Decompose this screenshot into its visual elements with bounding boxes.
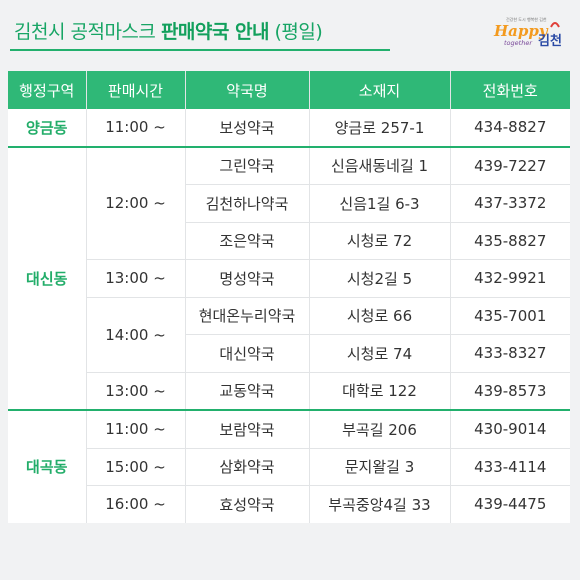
time-cell: 15:00 ~	[85, 447, 185, 486]
pharmacy-name-cell: 조은약국	[184, 221, 309, 260]
logo-small-text: 건강한 도시 행복한 김천	[506, 16, 547, 22]
logo-together: together	[504, 39, 533, 47]
header-time: 판매시간	[85, 71, 185, 109]
time-cell: 13:00 ~	[85, 259, 185, 297]
table-row: 대곡동 11:00 ~ 보람약국 부곡길 206 430-9014	[8, 409, 570, 523]
phone-cell: 432-9921	[449, 259, 570, 297]
address-cell: 시청로 72	[308, 221, 450, 260]
time-cell: 12:00 ~	[85, 145, 185, 260]
address-cell: 부곡길 206	[308, 409, 450, 448]
header-address: 소재지	[308, 71, 450, 109]
pharmacy-name-cell: 명성약국	[184, 259, 309, 297]
phone-cell: 435-7001	[449, 296, 570, 335]
district-cell: 대신동	[8, 145, 86, 410]
time-cell: 11:00 ~	[85, 409, 185, 448]
phone-cell: 437-3372	[449, 184, 570, 222]
title-underline	[10, 49, 390, 51]
phone-cell: 433-8327	[449, 334, 570, 372]
pharmacy-name-cell: 현대온누리약국	[184, 296, 309, 335]
header-pharmacy: 약국명	[184, 71, 309, 109]
pharmacy-name-cell: 보람약국	[184, 409, 309, 448]
table-row: 14:00 ~ 현대온누리약국 시청로 66 435-7001	[8, 296, 570, 372]
phone-cell: 439-8573	[449, 371, 570, 410]
time-cell: 13:00 ~	[85, 371, 185, 410]
address-cell: 시청로 66	[308, 296, 450, 335]
phone-cell: 434-8827	[449, 109, 570, 147]
table-row: 대신동 12:00 ~ 그린약국 신음새동네길 1 439-7227	[8, 145, 570, 410]
table-row: 대신약국 시청로 74 433-8327	[8, 334, 570, 372]
phone-cell: 430-9014	[449, 409, 570, 448]
phone-cell: 439-4475	[449, 485, 570, 523]
time-cell: 14:00 ~	[85, 296, 185, 372]
table-row: 16:00 ~ 효성약국 부곡중앙4길 33 439-4475	[8, 485, 570, 523]
pharmacy-name-cell: 그린약국	[184, 145, 309, 185]
logo-swoosh	[550, 22, 560, 28]
pharmacy-name-cell: 효성약국	[184, 485, 309, 523]
district-cell: 대곡동	[8, 409, 86, 523]
header-district: 행정구역	[8, 71, 86, 109]
logo-gimcheon: 김천	[538, 34, 562, 49]
time-cell: 16:00 ~	[85, 485, 185, 523]
title-part-3: (평일)	[274, 21, 323, 43]
address-cell: 시청2길 5	[308, 259, 450, 297]
address-cell: 대학로 122	[308, 371, 450, 410]
happy-together-gimcheon-logo: 건강한 도시 행복한 김천 Happy together 김천	[493, 16, 562, 49]
address-cell: 양금로 257-1	[308, 109, 450, 147]
time-cell: 11:00 ~	[85, 109, 185, 147]
page-title: 김천시 공적마스크 판매약국 안내 (평일)	[14, 18, 323, 46]
pharmacy-name-cell: 교동약국	[184, 371, 309, 410]
pharmacy-name-cell: 삼화약국	[184, 447, 309, 486]
logo-happy: Happy	[493, 22, 549, 40]
phone-cell: 435-8827	[449, 221, 570, 260]
pharmacy-name-cell: 대신약국	[184, 334, 309, 372]
phone-cell: 433-4114	[449, 447, 570, 486]
table-row: 김천하나약국 신음1길 6-3 437-3372	[8, 184, 570, 222]
table-row: 조은약국 시청로 72 435-8827	[8, 221, 570, 260]
address-cell: 부곡중앙4길 33	[308, 485, 450, 523]
title-part-2: 판매약국 안내	[160, 21, 270, 43]
table-row: 13:00 ~ 명성약국 시청2길 5 432-9921	[8, 259, 570, 297]
address-cell: 시청로 74	[308, 334, 450, 372]
pharmacy-name-cell: 김천하나약국	[184, 184, 309, 222]
table-row: 13:00 ~ 교동약국 대학로 122 439-8573	[8, 371, 570, 410]
address-cell: 신음새동네길 1	[308, 145, 450, 185]
header-phone: 전화번호	[449, 71, 570, 109]
pharmacy-name-cell: 보성약국	[184, 109, 309, 147]
table-row: 양금동 11:00 ~ 보성약국 양금로 257-1 434-8827	[8, 109, 570, 147]
district-cell: 양금동	[8, 109, 86, 147]
phone-cell: 439-7227	[449, 145, 570, 185]
pharmacy-table: 행정구역 판매시간 약국명 소재지 전화번호 양금동 11:00 ~ 보성약국 양금로…	[8, 71, 570, 523]
title-part-1: 김천시 공적마스크	[14, 21, 156, 43]
table-body: 양금동 11:00 ~ 보성약국 양금로 257-1 434-8827 대신동 12:00 …	[8, 109, 570, 523]
address-cell: 신음1길 6-3	[308, 184, 450, 222]
address-cell: 문지왈길 3	[308, 447, 450, 486]
table-header-row: 행정구역 판매시간 약국명 소재지 전화번호	[8, 71, 570, 109]
table-row: 15:00 ~ 삼화약국 문지왈길 3 433-4114	[8, 447, 570, 486]
